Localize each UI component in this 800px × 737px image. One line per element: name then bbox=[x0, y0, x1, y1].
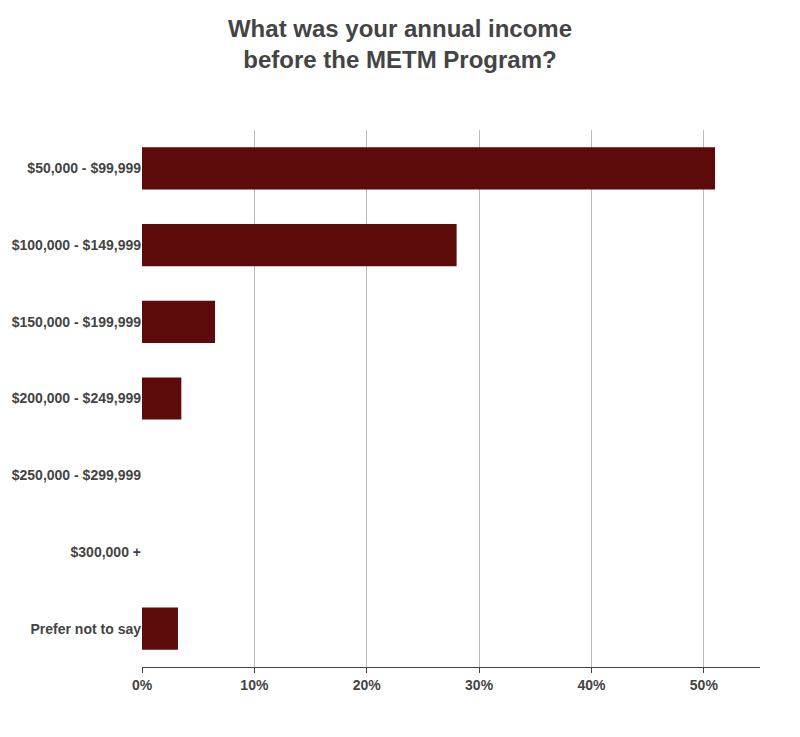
svg-text:$100,000 - $149,999: $100,000 - $149,999 bbox=[12, 237, 141, 253]
svg-text:$200,000 - $249,999: $200,000 - $249,999 bbox=[12, 390, 141, 406]
svg-text:$250,000 - $299,999: $250,000 - $299,999 bbox=[12, 467, 141, 483]
svg-text:40%: 40% bbox=[577, 677, 606, 693]
svg-text:$50,000 - $99,999: $50,000 - $99,999 bbox=[27, 160, 141, 176]
svg-text:What was your annual incomebef: What was your annual incomebefore the ME… bbox=[228, 15, 572, 73]
svg-text:50%: 50% bbox=[690, 677, 719, 693]
svg-text:0%: 0% bbox=[132, 677, 153, 693]
svg-text:$300,000 +: $300,000 + bbox=[71, 544, 141, 560]
svg-text:$150,000 - $199,999: $150,000 - $199,999 bbox=[12, 314, 141, 330]
svg-text:20%: 20% bbox=[353, 677, 382, 693]
svg-text:10%: 10% bbox=[240, 677, 269, 693]
svg-text:30%: 30% bbox=[465, 677, 494, 693]
svg-text:Prefer not to say: Prefer not to say bbox=[31, 621, 142, 637]
